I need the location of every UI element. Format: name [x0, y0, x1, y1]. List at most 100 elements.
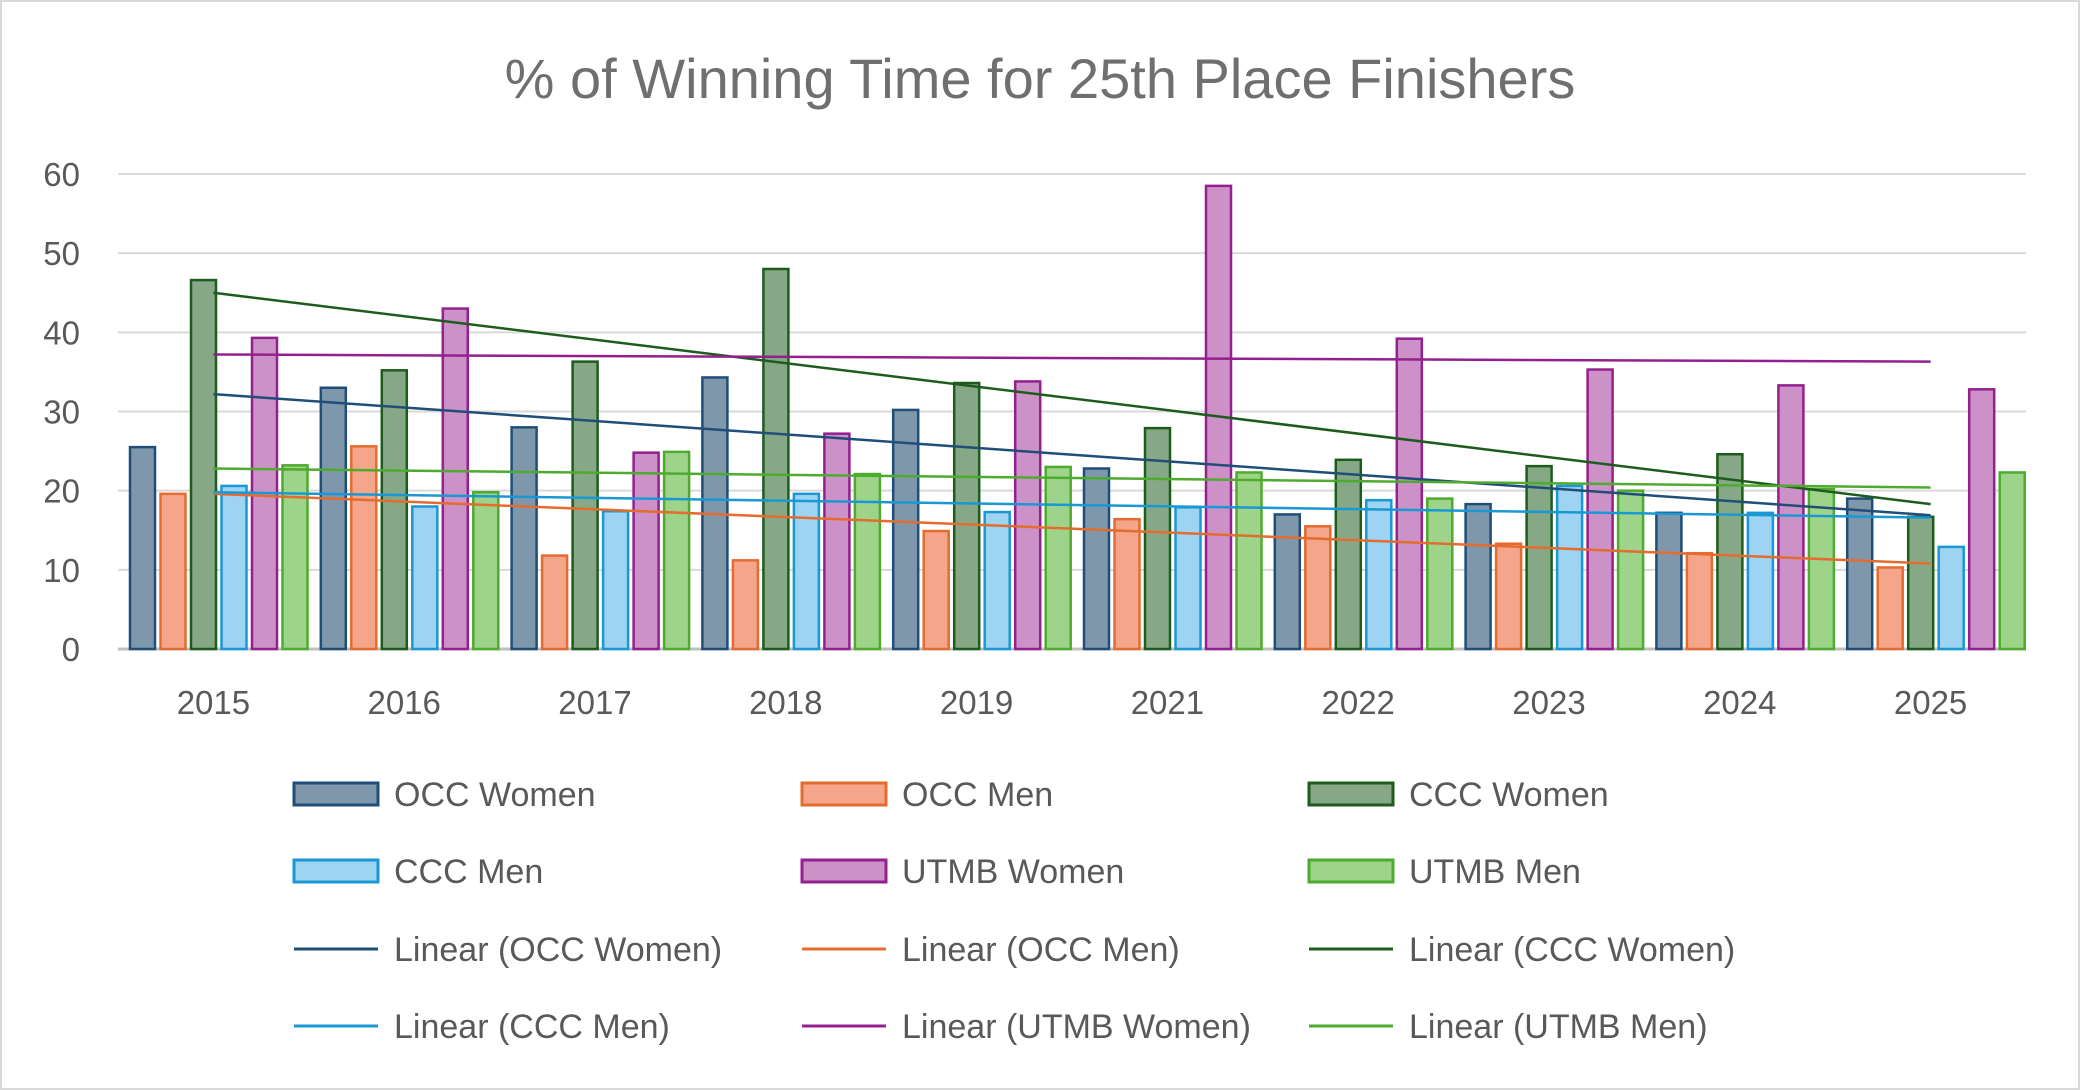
bar-utmb-men-2023	[1616, 489, 1645, 651]
bar-utmb-men-2021	[1235, 471, 1263, 651]
bar-utmb-men-2022	[1426, 497, 1454, 651]
trendline-linear-utmb-men	[213, 467, 1931, 489]
legend: OCC Women OCC Men CCC Women CCC Men UTMB Wom…	[292, 776, 1735, 1046]
bar-utmb-women-2016	[441, 307, 470, 651]
bar-ccc-men-2021	[1174, 506, 1202, 651]
bar-occ-women-2024	[1655, 511, 1683, 651]
bar-ccc-men-2022	[1365, 498, 1393, 651]
legend-label-linear-utmb-women: Linear (UTMB Women)	[902, 1008, 1251, 1046]
y-axis-ticks: 0 10 20 30 40 50 60	[43, 156, 80, 668]
bar-ccc-women-2016	[380, 369, 409, 651]
bar-ccc-women-2024	[1716, 453, 1744, 651]
trendlines	[213, 291, 1931, 565]
legend-label-occ-women: OCC Women	[394, 776, 596, 814]
x-tick-label: 2016	[367, 684, 440, 721]
trendline-linear-ccc-men	[213, 491, 1931, 519]
y-tick-label: 60	[43, 156, 80, 193]
bar-occ-men-2016	[350, 445, 378, 651]
legend-swatch-ccc-women	[1307, 781, 1395, 807]
chart-title: % of Winning Time for 25th Place Finishe…	[505, 47, 1576, 110]
x-tick-label: 2017	[558, 684, 631, 721]
bar-occ-women-2021	[1082, 467, 1111, 651]
bar-utmb-women-2018	[823, 432, 851, 651]
bar-occ-men-2015	[159, 492, 187, 651]
bar-occ-women-2015	[128, 445, 157, 651]
legend-label-utmb-men: UTMB Men	[1409, 853, 1581, 891]
bar-utmb-men-2018	[853, 472, 882, 651]
bar-ccc-women-2017	[571, 360, 599, 651]
bar-occ-women-2025	[1845, 497, 1874, 651]
y-tick-label: 40	[43, 314, 80, 351]
bars	[128, 184, 2026, 651]
bar-ccc-men-2015	[220, 484, 248, 651]
bar-ccc-women-2025	[1906, 515, 1935, 651]
y-tick-label: 20	[43, 473, 80, 510]
bar-occ-men-2019	[922, 529, 950, 651]
y-tick-label: 50	[43, 235, 80, 272]
bar-ccc-men-2018	[792, 492, 821, 651]
legend-label-ccc-men: CCC Men	[394, 853, 543, 891]
bar-occ-men-2022	[1304, 525, 1332, 651]
bar-occ-men-2017	[540, 554, 569, 651]
x-tick-label: 2018	[749, 684, 822, 721]
legend-label-ccc-women: CCC Women	[1409, 776, 1609, 814]
bar-occ-men-2023	[1494, 542, 1523, 651]
bar-ccc-women-2022	[1334, 458, 1363, 651]
bar-occ-men-2018	[731, 559, 760, 651]
bar-occ-men-2025	[1876, 566, 1904, 651]
bar-occ-women-2017	[510, 426, 538, 651]
bar-ccc-women-2023	[1525, 464, 1553, 651]
bar-utmb-men-2016	[472, 491, 500, 651]
bar-utmb-men-2019	[1044, 465, 1072, 651]
bar-utmb-men-2025	[1998, 471, 2026, 651]
y-tick-label: 0	[62, 631, 80, 668]
bar-occ-men-2024	[1685, 551, 1714, 651]
legend-label-linear-occ-men: Linear (OCC Men)	[902, 931, 1180, 969]
x-tick-label: 2025	[1894, 684, 1967, 721]
y-tick-label: 30	[43, 394, 80, 431]
legend-swatch-ccc-men	[292, 858, 380, 884]
legend-swatch-utmb-men	[1307, 858, 1395, 884]
x-tick-label: 2022	[1321, 684, 1394, 721]
legend-label-linear-utmb-men: Linear (UTMB Men)	[1409, 1008, 1708, 1046]
x-tick-label: 2023	[1512, 684, 1585, 721]
x-tick-label: 2021	[1131, 684, 1204, 721]
bar-ccc-men-2023	[1555, 484, 1584, 651]
legend-swatch-occ-men	[800, 781, 888, 807]
bar-ccc-women-2015	[189, 278, 218, 651]
bar-utmb-women-2017	[632, 451, 660, 651]
legend-label-linear-ccc-women: Linear (CCC Women)	[1409, 931, 1735, 969]
bar-ccc-men-2025	[1937, 545, 1965, 651]
legend-swatch-occ-women	[292, 781, 380, 807]
bar-utmb-women-2019	[1013, 380, 1042, 651]
bar-utmb-women-2025	[1967, 388, 1996, 651]
bar-utmb-women-2023	[1586, 368, 1614, 651]
legend-label-linear-occ-women: Linear (OCC Women)	[394, 931, 722, 969]
bar-occ-women-2019	[891, 408, 920, 651]
y-tick-label: 10	[43, 552, 80, 589]
bar-ccc-men-2017	[601, 510, 630, 651]
trendline-linear-occ-men	[213, 492, 1931, 565]
bar-ccc-men-2016	[411, 505, 439, 651]
x-tick-label: 2015	[177, 684, 250, 721]
bar-occ-men-2021	[1113, 517, 1141, 651]
trendline-linear-occ-women	[213, 392, 1931, 517]
bar-ccc-women-2018	[762, 267, 790, 651]
trendline-linear-utmb-women	[213, 353, 1931, 363]
bar-occ-women-2023	[1464, 502, 1492, 651]
legend-swatch-utmb-women	[800, 858, 888, 884]
x-tick-label: 2024	[1703, 684, 1776, 721]
legend-label-linear-ccc-men: Linear (CCC Men)	[394, 1008, 670, 1046]
bar-utmb-men-2024	[1807, 487, 1836, 651]
trendline-linear-ccc-women	[213, 291, 1931, 506]
x-axis-ticks: 2015 2016 2017 2018 2019 2021 2022 2023 2024 2025	[177, 684, 1968, 721]
bar-utmb-women-2024	[1777, 384, 1805, 651]
x-tick-label: 2019	[940, 684, 1013, 721]
bar-utmb-women-2022	[1395, 337, 1424, 651]
bar-ccc-women-2021	[1143, 426, 1172, 651]
bar-ccc-women-2019	[952, 381, 981, 651]
bar-ccc-men-2024	[1746, 511, 1775, 651]
bar-occ-women-2022	[1273, 513, 1302, 651]
